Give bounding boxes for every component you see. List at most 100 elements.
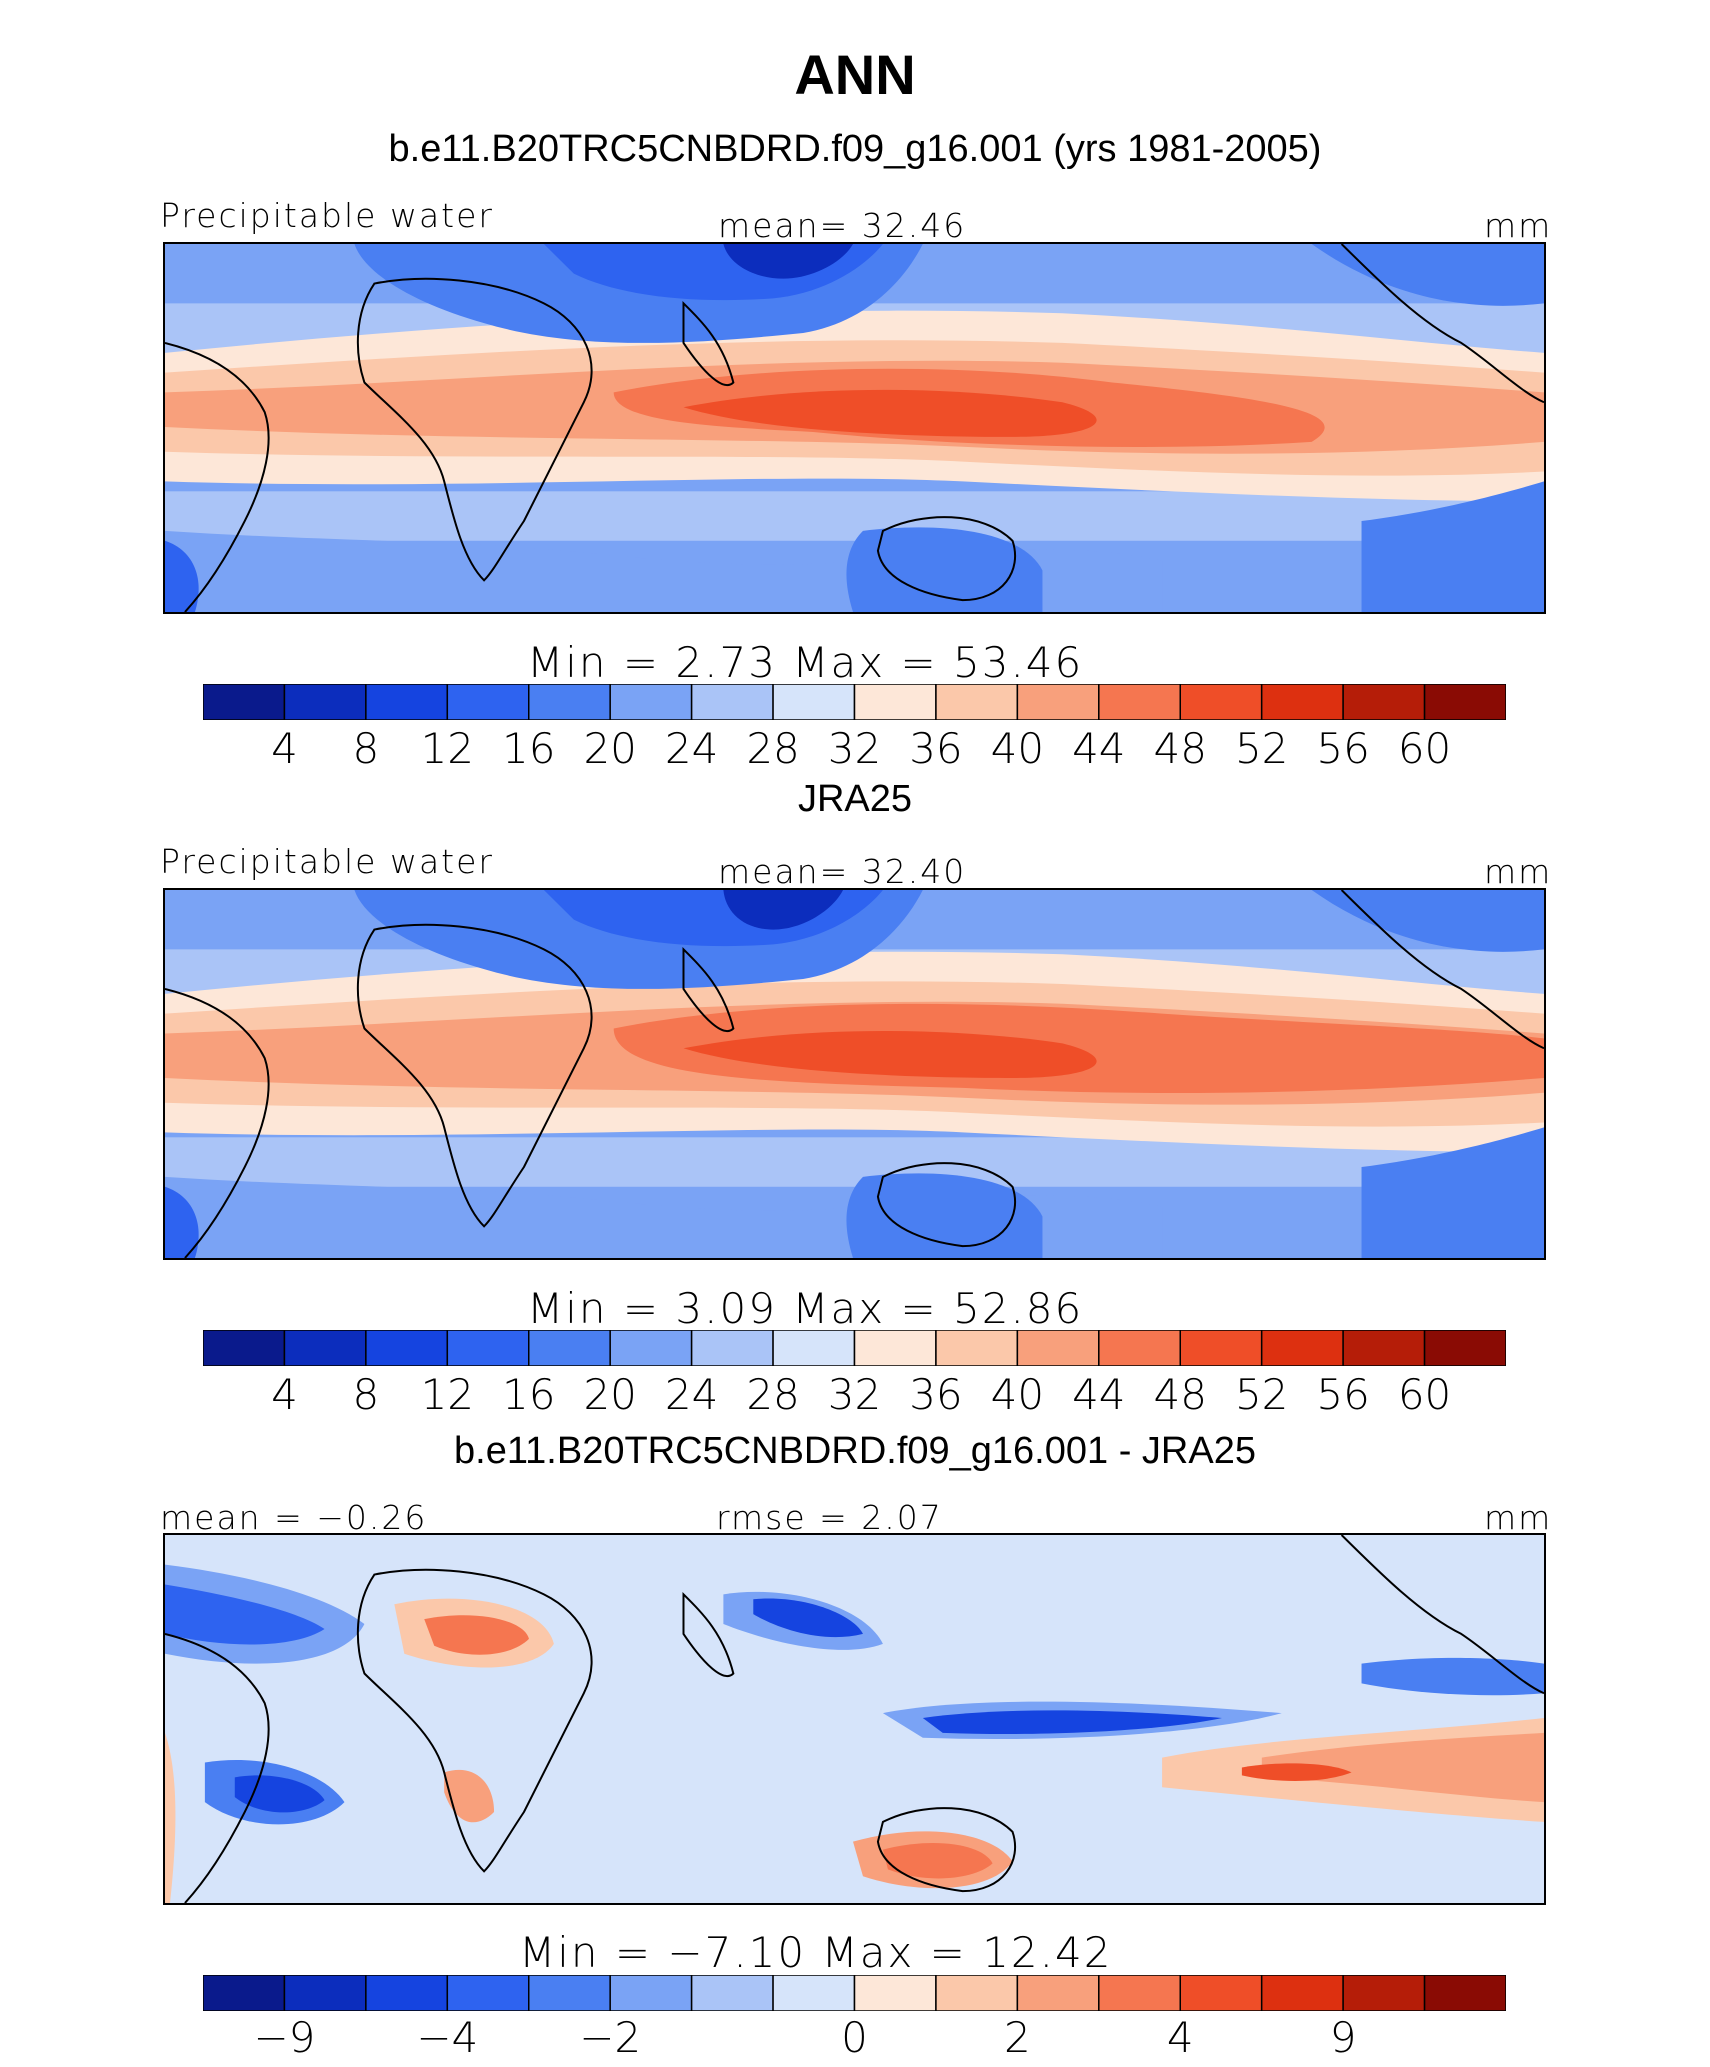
colorbar-swatch: [1179, 1330, 1263, 1366]
colorbar-tick-label: 36: [909, 724, 963, 773]
colorbar-swatch: [609, 1330, 693, 1366]
colorbar-obs: [203, 1330, 1506, 1366]
colorbar-swatch: [772, 684, 856, 720]
colorbar-swatch: [772, 1975, 856, 2011]
colorbar-swatch: [690, 1330, 774, 1366]
colorbar-tick-label: −2: [579, 2013, 642, 2062]
colorbar-tick-label: 36: [909, 1370, 963, 1419]
colorbar-swatch: [446, 1975, 530, 2011]
colorbar-tick-label: 60: [1397, 1370, 1452, 1419]
colorbar-tick-label: 32: [827, 724, 882, 773]
rmse-label-diff: rmse = 2.07: [716, 1498, 943, 1537]
variable-label-model: Precipitable water: [160, 196, 494, 235]
colorbar-tick-label: 16: [502, 724, 556, 773]
map-model-field: [165, 244, 1544, 612]
colorbar-swatch: [365, 684, 449, 720]
colorbar-swatch: [1098, 1975, 1181, 2011]
colorbar-swatch: [1423, 1975, 1506, 2011]
colorbar-tick-label: 44: [1072, 1370, 1126, 1419]
colorbar-swatch: [528, 684, 611, 720]
map-obs: [163, 888, 1546, 1260]
page-title: ANN: [794, 43, 916, 106]
map-obs-field: [165, 890, 1544, 1258]
colorbar-swatch: [772, 1330, 856, 1366]
colorbar-tick-label: 4: [271, 1370, 298, 1419]
colorbar-swatch: [1342, 684, 1426, 720]
units-label-model: mm: [1484, 206, 1553, 245]
colorbar-swatch: [1098, 684, 1181, 720]
minmax-label-model: Min = 2.73 Max = 53.46: [527, 638, 1084, 687]
colorbar-tick-label: 44: [1072, 724, 1126, 773]
colorbar-swatch: [528, 1975, 611, 2011]
map-diff-field: [165, 1535, 1544, 1903]
colorbar-tick-label: 4: [271, 724, 298, 773]
colorbar-swatch: [1016, 1330, 1100, 1366]
colorbar-swatch: [1260, 684, 1344, 720]
colorbar-tick-label: 4: [1166, 2013, 1194, 2062]
colorbar-tick-label: 12: [420, 1370, 475, 1419]
mean-label-obs: mean= 32.40: [718, 852, 967, 891]
colorbar-swatch: [690, 1975, 774, 2011]
colorbar-swatch: [1342, 1975, 1426, 2011]
mean-label-model: mean= 32.46: [718, 206, 967, 245]
colorbar-tick-label: 48: [1153, 724, 1207, 773]
colorbar-tick-label: 52: [1234, 724, 1289, 773]
minmax-label-diff: Min = −7.10 Max = 12.42: [519, 1928, 1113, 1977]
colorbar-tick-label: 28: [746, 724, 800, 773]
colorbar-swatch: [203, 1330, 286, 1366]
colorbar-swatch: [365, 1330, 449, 1366]
units-label-obs: mm: [1484, 852, 1553, 891]
colorbar-swatch: [1016, 684, 1100, 720]
colorbar-swatch: [1179, 1975, 1263, 2011]
colorbar-swatch: [1423, 684, 1506, 720]
colorbar-tick-label: 60: [1397, 724, 1452, 773]
colorbar-tick-label: 20: [583, 724, 637, 773]
colorbar-swatch: [283, 1330, 367, 1366]
colorbar-swatch: [446, 1330, 530, 1366]
colorbar-swatch: [609, 684, 693, 720]
colorbar-tick-label: −4: [416, 2013, 479, 2062]
colorbar-tick-label: 16: [502, 1370, 556, 1419]
colorbar-swatch: [203, 1975, 286, 2011]
panel-title-obs: JRA25: [797, 778, 913, 820]
colorbar-tick-label: 24: [664, 1370, 719, 1419]
colorbar-swatch: [935, 684, 1019, 720]
panel-title-model: b.e11.B20TRC5CNBDRD.f09_g16.001 (yrs 198…: [388, 128, 1322, 170]
colorbar-swatch: [853, 1330, 937, 1366]
colorbar-swatch: [1342, 1330, 1426, 1366]
units-label-diff: mm: [1484, 1498, 1553, 1537]
colorbar-swatch: [853, 1975, 937, 2011]
colorbar-swatch: [690, 684, 774, 720]
colorbar-swatch: [283, 1975, 367, 2011]
colorbar-swatch: [935, 1975, 1019, 2011]
colorbar-tick-label: −9: [253, 2013, 316, 2062]
colorbar-tick-label: 56: [1316, 724, 1370, 773]
colorbar-swatch: [853, 684, 937, 720]
colorbar-tick-label: 48: [1153, 1370, 1207, 1419]
colorbar-swatch: [446, 684, 530, 720]
colorbar-tick-label: 12: [420, 724, 475, 773]
colorbar-tick-label: 24: [664, 724, 719, 773]
colorbar-swatch: [1098, 1330, 1181, 1366]
colorbar-swatch: [1260, 1975, 1344, 2011]
colorbar-swatch: [935, 1330, 1019, 1366]
colorbar-swatch: [1016, 1975, 1100, 2011]
colorbar-swatch: [609, 1975, 693, 2011]
colorbar-tick-label: 9: [1329, 2013, 1357, 2062]
colorbar-swatch: [1423, 1330, 1506, 1366]
colorbar-swatch: [528, 1330, 611, 1366]
colorbar-tick-label: 8: [352, 724, 380, 773]
colorbar-model: [203, 684, 1506, 720]
colorbar-swatch: [203, 684, 286, 720]
colorbar-swatch: [283, 684, 367, 720]
colorbar-diff: [203, 1975, 1506, 2011]
colorbar-tick-label: 28: [746, 1370, 800, 1419]
colorbar-tick-label: 40: [990, 1370, 1045, 1419]
colorbar-swatch: [1260, 1330, 1344, 1366]
colorbar-swatch: [365, 1975, 449, 2011]
colorbar-tick-label: 56: [1316, 1370, 1370, 1419]
colorbar-tick-label: 2: [1004, 2013, 1031, 2062]
colorbar-model-swatches: [203, 684, 1506, 720]
colorbar-obs-swatches: [203, 1330, 1506, 1366]
colorbar-tick-label: 8: [352, 1370, 380, 1419]
